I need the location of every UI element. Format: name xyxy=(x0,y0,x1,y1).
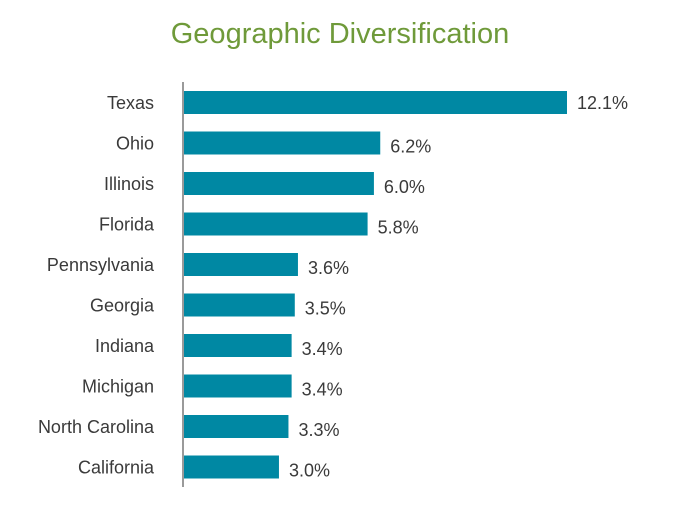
bar-texas xyxy=(184,91,567,114)
value-label: 6.2% xyxy=(390,137,431,157)
bar-ohio xyxy=(184,131,381,155)
bar-florida xyxy=(184,212,368,236)
value-label: 3.0% xyxy=(289,461,330,481)
category-label: California xyxy=(78,458,155,478)
bar-north-carolina xyxy=(184,415,289,438)
value-label: 3.5% xyxy=(305,299,346,319)
value-label: 3.4% xyxy=(302,380,343,400)
category-label: Georgia xyxy=(90,296,155,316)
bar-michigan xyxy=(184,374,292,398)
bar-pennsylvania xyxy=(184,253,298,276)
category-label: Indiana xyxy=(95,336,155,356)
value-label: 6.0% xyxy=(384,177,425,197)
value-label: 3.4% xyxy=(302,339,343,359)
value-label: 3.3% xyxy=(298,420,339,440)
category-label: Michigan xyxy=(82,377,154,397)
value-label: 12.1% xyxy=(577,93,628,113)
value-label: 3.6% xyxy=(308,258,349,278)
category-label: Ohio xyxy=(116,134,154,154)
category-label: Illinois xyxy=(104,174,154,194)
category-label: Florida xyxy=(99,215,155,235)
category-label: North Carolina xyxy=(38,417,155,437)
bar-california xyxy=(184,455,279,479)
category-label: Texas xyxy=(107,93,154,113)
bar-georgia xyxy=(184,293,295,317)
category-label: Pennsylvania xyxy=(47,255,155,275)
bar-indiana xyxy=(184,334,292,357)
value-label: 5.8% xyxy=(378,218,419,238)
chart-title: Geographic Diversification xyxy=(170,18,510,50)
bar-illinois xyxy=(184,172,374,195)
